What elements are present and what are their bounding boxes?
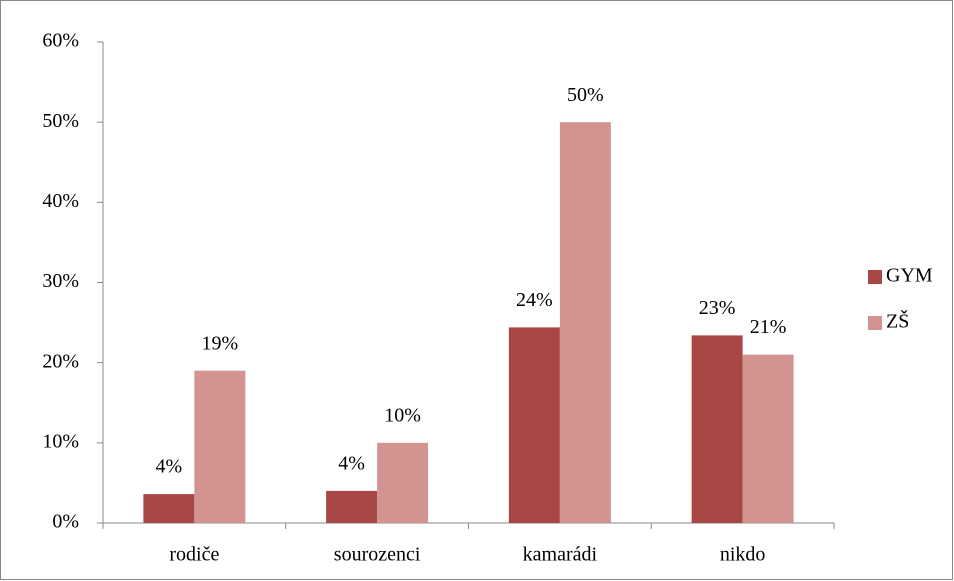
bar — [742, 354, 794, 523]
bar — [326, 490, 378, 523]
x-tick-label: kamarádi — [523, 544, 598, 566]
data-label: 4% — [156, 456, 183, 478]
y-tick-label: 10% — [42, 430, 79, 452]
bar — [143, 494, 195, 523]
bar — [508, 327, 560, 523]
x-tick-label: nikdo — [720, 544, 766, 566]
data-label: 50% — [567, 84, 604, 106]
data-label: 19% — [202, 332, 239, 354]
legend-label: GYM — [886, 265, 933, 287]
data-label: 10% — [384, 404, 421, 426]
data-label: 24% — [516, 289, 553, 311]
data-label: 23% — [699, 297, 736, 319]
y-tick-label: 0% — [52, 511, 79, 533]
legend-label: ZŠ — [886, 309, 909, 333]
legend-swatch — [868, 316, 882, 330]
y-tick-label: 30% — [42, 270, 79, 292]
bar — [559, 122, 611, 524]
x-tick-label: rodiče — [169, 544, 219, 566]
y-tick-label: 20% — [42, 350, 79, 372]
data-label: 4% — [338, 453, 365, 475]
data-label: 21% — [750, 316, 787, 338]
legend-swatch — [868, 270, 882, 284]
y-tick-label: 60% — [42, 30, 79, 52]
y-tick-label: 50% — [42, 110, 79, 132]
x-tick-label: sourozenci — [334, 544, 421, 566]
y-tick-label: 40% — [42, 190, 79, 212]
bar — [377, 442, 429, 523]
bar — [194, 370, 246, 523]
bar — [691, 335, 743, 523]
